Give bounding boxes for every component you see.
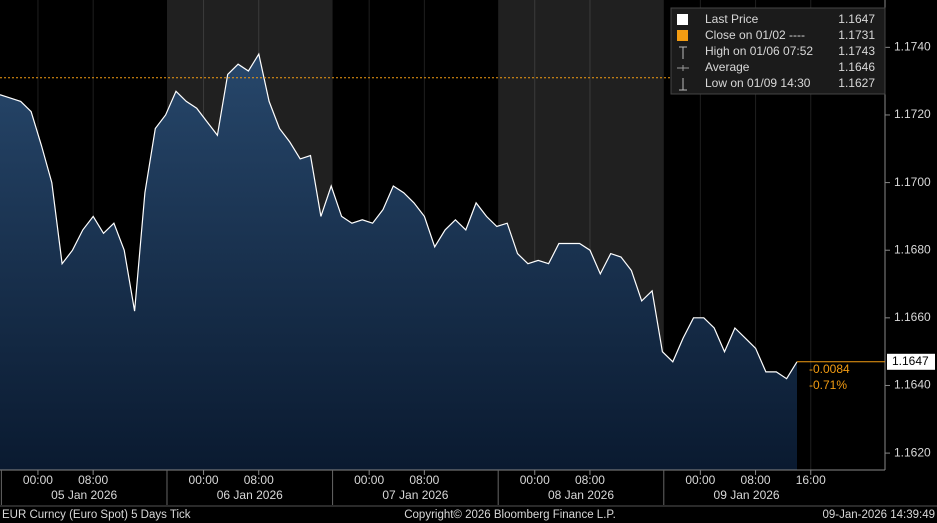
day-label: 05 Jan 2026: [51, 488, 117, 502]
x-tick-label: 08:00: [741, 473, 771, 487]
change-pct-label: -0.71%: [809, 378, 847, 392]
footer-left: EUR Curncy (Euro Spot) 5 Days Tick: [2, 509, 191, 521]
x-tick-label: 08:00: [575, 473, 605, 487]
legend-label: High on 01/06 07:52: [705, 44, 813, 58]
day-label: 09 Jan 2026: [714, 488, 780, 502]
legend-value: 1.1743: [838, 44, 875, 58]
price-area: [0, 54, 797, 470]
y-tick-label: 1.1740: [894, 40, 931, 54]
x-tick-label: 00:00: [23, 473, 53, 487]
plot: [0, 0, 885, 470]
legend: Last Price 1.1647 Close on 01/02 ---- 1.173…: [670, 7, 886, 95]
x-tick-label: 08:00: [244, 473, 274, 487]
legend-label: Average: [705, 60, 750, 74]
y-tick-label: 1.1720: [894, 107, 931, 121]
last-price-box: [887, 353, 935, 370]
legend-swatch: [677, 30, 688, 41]
y-tick-label: 1.1640: [894, 378, 931, 392]
x-tick-label: 16:00: [796, 473, 826, 487]
legend-value: 1.1731: [838, 28, 875, 42]
x-tick-label: 08:00: [78, 473, 108, 487]
day-label: 06 Jan 2026: [217, 488, 283, 502]
axes: 05 Jan 2026 06 Jan 2026 07 Jan 2026 08 Jan …: [0, 40, 935, 505]
last-price-label: 1.1647: [892, 354, 929, 368]
y-tick-label: 1.1620: [894, 445, 931, 459]
legend-box: [670, 7, 886, 95]
y-tick-label: 1.1660: [894, 310, 931, 324]
legend-value: 1.1647: [838, 12, 875, 26]
change-label: -0.0084: [809, 362, 850, 376]
footer-center: Copyright© 2026 Bloomberg Finance L.P.: [404, 509, 616, 521]
legend-icon: [677, 65, 689, 71]
legend-icon: [679, 46, 687, 59]
legend-value: 1.1646: [838, 60, 875, 74]
legend-label: Low on 01/09 14:30: [705, 76, 811, 90]
legend-value: 1.1627: [838, 76, 875, 90]
y-tick-label: 1.1680: [894, 242, 931, 256]
day-label: 07 Jan 2026: [382, 488, 448, 502]
legend-label: Last Price: [705, 12, 759, 26]
x-tick-label: 00:00: [189, 473, 219, 487]
price-line: [0, 52, 798, 380]
y-tick-label: 1.1700: [894, 175, 931, 189]
x-tick-label: 00:00: [354, 473, 384, 487]
legend-icon: [679, 78, 687, 91]
legend-label: Close on 01/02 ----: [705, 28, 805, 42]
day-label: 08 Jan 2026: [548, 488, 614, 502]
legend-swatch: [677, 14, 688, 25]
footer-right: 09-Jan-2026 14:39:49: [822, 509, 935, 521]
x-tick-label: 08:00: [409, 473, 439, 487]
x-tick-label: 00:00: [685, 473, 715, 487]
x-tick-label: 00:00: [520, 473, 550, 487]
